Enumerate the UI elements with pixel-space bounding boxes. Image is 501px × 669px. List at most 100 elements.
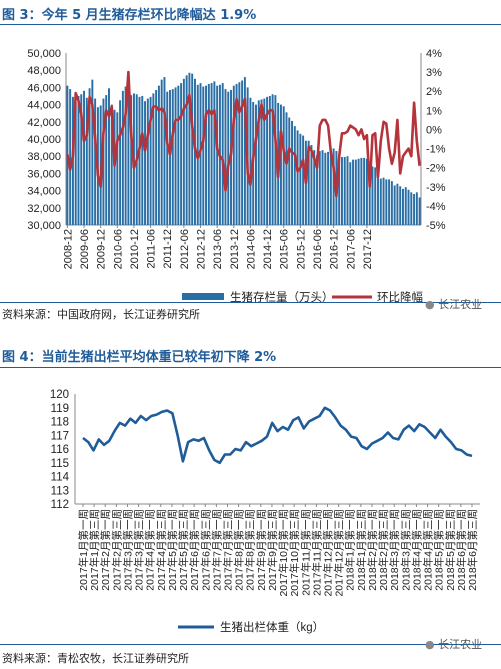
x-tick-label: 2017年3月第三周 [133,509,146,591]
bar [321,150,324,225]
bar [332,148,335,225]
bar [268,96,271,225]
bar [388,179,391,225]
bar [385,179,388,225]
bar [382,177,385,225]
figure4-title-rule [0,367,501,368]
bar [88,88,91,225]
x-tick-label: 2011-12 [162,229,174,269]
x-tick-label: 2009-12 [96,229,108,269]
x-tick-label: 2017年12月第一周 [322,509,335,597]
bar [418,197,421,225]
bar [113,109,116,225]
bar [404,187,407,225]
x-tick-label: 2018年3月第一周 [388,509,401,591]
bar [127,79,130,225]
bar [377,175,379,225]
bar [296,130,299,225]
y-tick-label: 120 [50,389,69,401]
x-tick-label: 2017年1月第一周 [77,509,90,591]
x-tick-label: 2017年10月第一周 [277,509,290,597]
x-tick-label: 2014-06 [245,229,257,269]
bar [166,91,169,225]
bar [69,89,72,225]
bar [171,89,174,225]
bar [407,189,410,225]
bar [227,91,230,225]
y-left-tick-label: 32,000 [27,203,61,215]
bar [174,87,177,226]
x-tick-label: 2018年2月第三周 [377,509,390,591]
figure4-source-rule [0,644,501,645]
y-tick-label: 116 [51,444,69,456]
bar [152,93,155,225]
bar [185,75,188,225]
x-tick-label: 2017年5月第三周 [177,509,190,591]
x-tick-label: 2017年4月第三周 [155,509,168,591]
x-tick-label: 2013-12 [229,229,241,269]
x-tick-label: 2017年12月第三周 [333,509,346,597]
bar [415,192,418,225]
bar [205,85,208,226]
bar [260,99,263,225]
x-tick-label: 2017-06 [345,229,357,269]
x-tick-label: 2017年4月第一周 [144,509,157,591]
figure3-watermark: ● 长江农业 [425,296,482,312]
x-tick-label: 2017年3月第一周 [121,509,134,591]
bar [390,181,393,225]
bar [149,96,152,225]
figure4-watermark: ● 长江农业 [425,636,482,652]
figure3-source-rule [0,302,501,303]
bar [169,89,171,225]
x-tick-label: 2015-06 [279,229,291,269]
legend-bar-label: 生猪存栏量（万头） [230,290,334,304]
x-tick-label: 2017年11月第三周 [310,509,323,596]
figure4-source: 资料来源：青松农牧，长江证券研究所 [2,652,189,665]
bar [163,77,166,225]
bar [274,95,277,225]
y-tick-label: 119 [51,403,69,415]
x-tick-label: 2017年6月第三周 [199,509,212,591]
bar [255,104,257,225]
bar [83,90,85,225]
bar [346,156,349,225]
legend-line-label: 环比降幅 [377,290,423,304]
x-tick-label: 2018年2月第一周 [366,509,379,591]
x-tick-label: 2017年9月第一周 [255,509,268,591]
bar [338,154,341,225]
wechat-icon: ● [425,638,435,651]
bar [399,186,402,225]
series-line [66,70,421,198]
bar [302,135,305,225]
bar [349,162,352,225]
y-left-tick-label: 36,000 [27,168,61,180]
y-left-tick-label: 40,000 [27,134,61,146]
bar [116,112,119,225]
bar [232,85,235,226]
x-tick-label: 2017年2月第三周 [110,509,123,591]
bar [177,85,180,226]
bar [155,89,158,225]
x-tick-label: 2017年11月第一周 [299,509,312,596]
x-tick-label: 2018年1月第三周 [355,509,368,591]
bar [371,166,374,225]
x-tick-label: 2017年7月第一周 [210,509,223,591]
x-tick-label: 2013-06 [212,229,224,269]
x-tick-label: 2018年6月第一周 [455,509,468,591]
figure3-source: 资料来源：中国政府网，长江证券研究所 [2,308,200,321]
x-tick-label: 2018年5月第一周 [433,509,446,591]
bar [279,104,282,225]
bar [191,73,194,225]
bar [354,159,357,225]
bar [221,83,224,225]
y-right-tick-label: 2% [426,86,442,98]
x-tick-label: 2009-06 [79,229,91,269]
bar [235,83,238,226]
bar [202,86,205,225]
legend-bar-swatch [182,293,224,300]
x-tick-label: 2017-12 [362,229,374,269]
x-tick-label: 2017年7月第三周 [221,509,234,591]
bar [105,95,108,225]
y-right-tick-label: -4% [426,201,446,213]
x-tick-label: 2012-06 [179,229,191,269]
